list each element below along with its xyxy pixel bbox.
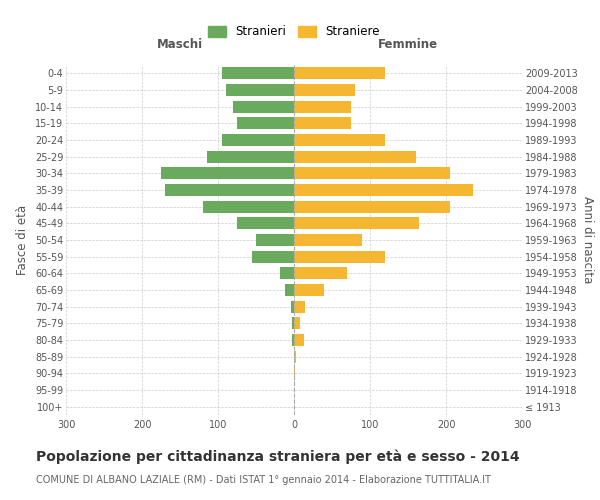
Bar	[294, 250, 385, 262]
Bar	[294, 368, 295, 380]
Bar	[294, 334, 304, 346]
Bar	[292, 318, 294, 330]
Bar	[252, 250, 294, 262]
Bar	[294, 84, 355, 96]
Y-axis label: Anni di nascita: Anni di nascita	[581, 196, 594, 284]
Bar	[256, 234, 294, 246]
Bar	[233, 100, 294, 112]
Text: Femmine: Femmine	[378, 38, 438, 51]
Bar	[226, 84, 294, 96]
Bar	[294, 218, 419, 230]
Bar	[285, 284, 294, 296]
Bar	[294, 350, 296, 362]
Bar	[294, 234, 362, 246]
Bar	[294, 118, 351, 130]
Y-axis label: Fasce di età: Fasce di età	[16, 205, 29, 275]
Bar	[294, 284, 325, 296]
Bar	[294, 68, 385, 80]
Bar	[294, 168, 450, 179]
Bar	[294, 300, 305, 312]
Bar	[280, 268, 294, 280]
Bar	[294, 134, 385, 146]
Bar	[222, 134, 294, 146]
Bar	[294, 184, 473, 196]
Legend: Stranieri, Straniere: Stranieri, Straniere	[205, 22, 383, 42]
Bar	[222, 68, 294, 80]
Bar	[165, 184, 294, 196]
Bar	[237, 218, 294, 230]
Bar	[294, 150, 416, 162]
Bar	[292, 334, 294, 346]
Bar	[161, 168, 294, 179]
Bar	[237, 118, 294, 130]
Bar	[294, 268, 347, 280]
Text: COMUNE DI ALBANO LAZIALE (RM) - Dati ISTAT 1° gennaio 2014 - Elaborazione TUTTIT: COMUNE DI ALBANO LAZIALE (RM) - Dati IST…	[36, 475, 491, 485]
Bar	[291, 300, 294, 312]
Bar	[206, 150, 294, 162]
Bar	[294, 318, 300, 330]
Bar	[294, 100, 351, 112]
Bar	[203, 200, 294, 212]
Bar	[294, 200, 450, 212]
Text: Maschi: Maschi	[157, 38, 203, 51]
Text: Popolazione per cittadinanza straniera per età e sesso - 2014: Popolazione per cittadinanza straniera p…	[36, 450, 520, 464]
